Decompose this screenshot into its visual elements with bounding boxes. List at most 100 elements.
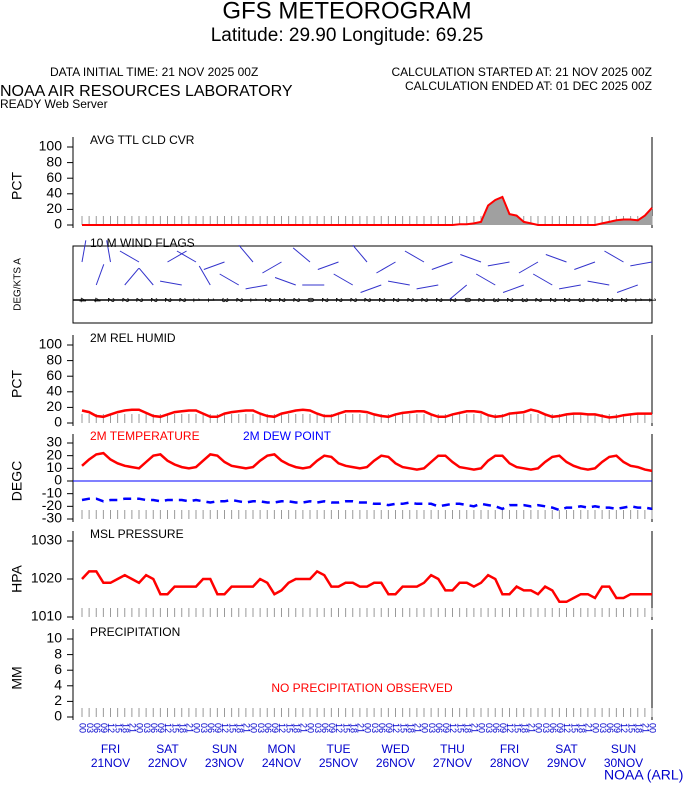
server: READY Web Server [0, 97, 108, 111]
wind-flag [630, 261, 653, 267]
wind-speed: 1 [633, 297, 643, 302]
hour-label: 15 [512, 723, 522, 733]
wind-speed: 2 [348, 297, 358, 302]
hour-label: 00 [420, 723, 430, 733]
wind-speed: 2 [605, 297, 615, 302]
y-axis-label: DEGC [9, 461, 25, 501]
hour-label: 21 [413, 723, 423, 733]
day-date: 21NOV [91, 756, 130, 770]
hour-label: 15 [170, 723, 180, 733]
hour-label: 18 [348, 723, 358, 733]
hour-label: 21 [128, 723, 138, 733]
wind-flag [404, 250, 425, 263]
panel-title: 2M REL HUMID [90, 331, 176, 345]
wind-flag [387, 280, 410, 286]
y-tick-label: 0 [54, 708, 62, 724]
hour-label: 12 [106, 723, 116, 733]
hour-label: 12 [448, 723, 458, 733]
hour-label: 18 [462, 723, 472, 733]
day-name: THU [440, 742, 465, 756]
wind-speed: 2 [120, 297, 130, 302]
wind-flag [238, 244, 254, 263]
y-tick-label: 20 [46, 446, 62, 462]
wind-speed: 3 [576, 297, 586, 302]
y-tick-label: 4 [54, 677, 62, 693]
wind-speed: 2 [619, 297, 629, 302]
day-name: SAT [156, 742, 179, 756]
wind-speed: 2 [363, 297, 373, 302]
panel-title: PRECIPITATION [90, 625, 180, 639]
init-time: DATA INITIAL TIME: 21 NOV 2025 00Z [50, 65, 258, 79]
y-tick-label: 8 [54, 645, 62, 661]
legend-entry: 2M DEW POINT [243, 429, 332, 443]
y-tick-label: 20 [46, 200, 62, 216]
hour-label: 09 [327, 723, 337, 733]
subtitle: Latitude: 29.90 Longitude: 69.25 [211, 25, 484, 46]
wind-speed: 2 [434, 297, 444, 302]
hour-label: 06 [92, 723, 102, 733]
y-tick-label: 6 [54, 661, 62, 677]
day-name: FRI [500, 742, 519, 756]
hour-label: 00 [249, 723, 259, 733]
wind-speed: 2 [177, 297, 187, 302]
hour-label: 00 [192, 723, 202, 733]
day-date: 22NOV [148, 756, 187, 770]
y-tick-label: 1020 [31, 570, 62, 586]
y-tick-label: 10 [46, 459, 62, 475]
wind-speed: 1 [648, 297, 658, 302]
hour-label: 12 [619, 723, 629, 733]
wind-speed: 2 [505, 297, 515, 302]
wind-speed: 4 [78, 297, 88, 302]
hour-label: 18 [576, 723, 586, 733]
hour-label: 03 [598, 723, 608, 733]
wind-speed: 1 [192, 297, 202, 302]
wind-speed: 2 [562, 297, 572, 302]
wind-flag [574, 261, 596, 270]
y-tick-label: 20 [46, 398, 62, 414]
day-name: MON [268, 742, 296, 756]
cloud-line [82, 195, 653, 226]
calc-end: CALCULATION ENDED AT: 01 DEC 2025 00Z [405, 79, 652, 93]
hour-label: 21 [584, 723, 594, 733]
hour-label: 03 [484, 723, 494, 733]
wind-speed: 4 [92, 297, 102, 302]
wind-flag [616, 284, 638, 293]
day-name: SUN [212, 742, 237, 756]
hour-label: 18 [120, 723, 130, 733]
wind-flag [138, 267, 154, 286]
wind-speed: 2 [149, 297, 159, 302]
hour-label: 18 [234, 723, 244, 733]
wind-speed: 2 [263, 297, 273, 302]
hour-label: 09 [156, 723, 166, 733]
y-tick-label: 80 [46, 153, 62, 169]
hour-label: 12 [220, 723, 230, 733]
hour-label: 03 [199, 723, 209, 733]
wind-speed: 3 [519, 297, 529, 302]
y-axis-label: PCT [9, 370, 25, 398]
wind-flag [167, 250, 187, 263]
y-tick-label: 0 [54, 414, 62, 430]
hour-label: 03 [427, 723, 437, 733]
hour-label: 03 [313, 723, 323, 733]
hour-label: 12 [391, 723, 401, 733]
wind-speed: 2 [277, 297, 287, 302]
wind-flag [449, 284, 468, 300]
hour-label: 09 [384, 723, 394, 733]
wind-speed: 2 [291, 297, 301, 302]
cloud-area [82, 196, 652, 225]
day-date: 24NOV [262, 756, 301, 770]
wind-flag [604, 250, 624, 263]
wind-flag [159, 280, 182, 286]
y-axis-label: DEG/KTS A [13, 258, 24, 311]
y-tick-label: -30 [42, 510, 62, 526]
wind-flag [558, 284, 581, 290]
wind-speed: 2 [420, 297, 430, 302]
hour-label: 18 [405, 723, 415, 733]
hour-label: 09 [555, 723, 565, 733]
hour-label: 09 [498, 723, 508, 733]
hour-label: 06 [548, 723, 558, 733]
wind-speed: 3 [491, 297, 501, 302]
wind-flag [518, 261, 539, 274]
wind-speed: 2 [391, 297, 401, 302]
wind-speed: 2 [135, 297, 145, 302]
